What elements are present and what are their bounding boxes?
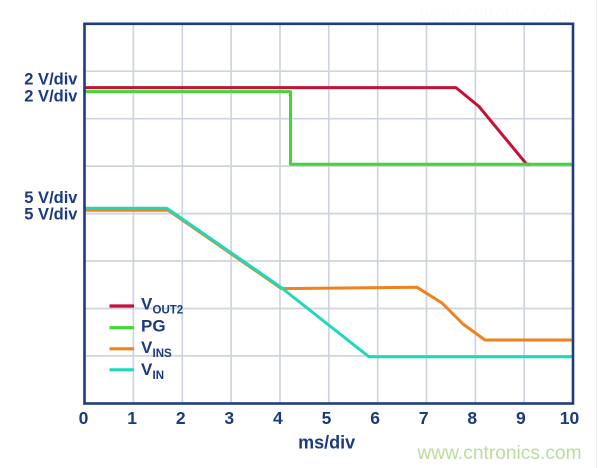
svg-text:10: 10	[560, 408, 580, 428]
svg-text:9: 9	[516, 408, 526, 428]
svg-text:2 V/div: 2 V/div	[24, 71, 78, 89]
svg-text:8: 8	[467, 408, 477, 428]
svg-text:INS: INS	[153, 348, 173, 360]
svg-text:OUT2: OUT2	[153, 305, 184, 317]
svg-text:1: 1	[127, 408, 137, 428]
svg-text:6: 6	[370, 408, 380, 428]
svg-text:0: 0	[79, 408, 89, 428]
svg-text:2: 2	[176, 408, 186, 428]
svg-text:IN: IN	[153, 370, 165, 382]
svg-text:V: V	[141, 338, 153, 357]
svg-text:www.cntronics.com: www.cntronics.com	[416, 443, 581, 464]
svg-text:3: 3	[224, 408, 234, 428]
svg-text:www.cntronics.com: www.cntronics.com	[419, 3, 578, 24]
svg-text:2 V/div: 2 V/div	[24, 88, 78, 106]
svg-text:V: V	[141, 360, 153, 379]
svg-text:V: V	[141, 295, 153, 314]
svg-text:PG: PG	[141, 317, 166, 336]
svg-text:5 V/div: 5 V/div	[24, 206, 78, 224]
svg-text:7: 7	[419, 408, 429, 428]
svg-text:5 V/div: 5 V/div	[24, 189, 78, 207]
svg-text:ms/div: ms/div	[298, 433, 355, 453]
svg-text:5: 5	[322, 408, 332, 428]
svg-text:4: 4	[273, 408, 283, 428]
